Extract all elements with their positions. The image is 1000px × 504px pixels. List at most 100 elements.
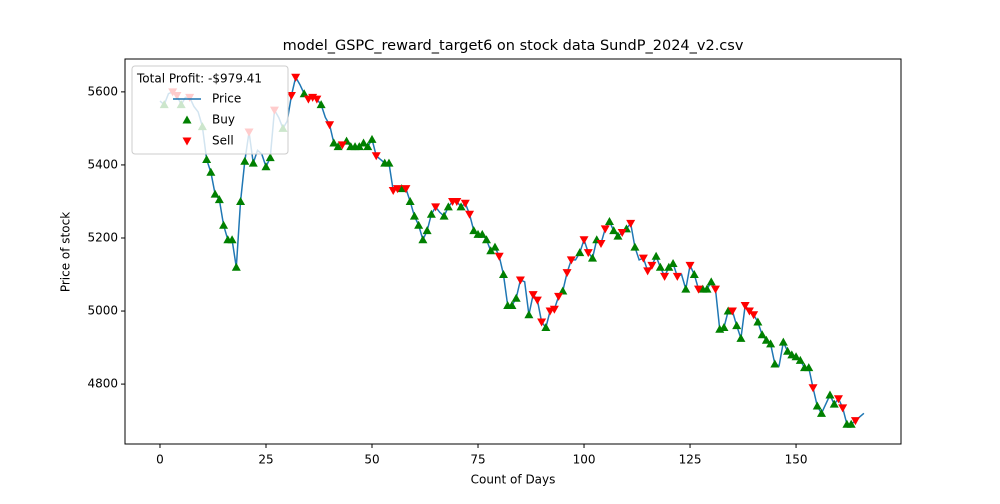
buy-marker (316, 100, 326, 109)
buy-marker (702, 284, 712, 293)
buy-marker (655, 262, 665, 271)
sell-marker (740, 302, 750, 311)
sell-marker (583, 249, 593, 258)
buy-marker (604, 217, 614, 226)
sell-marker (638, 254, 648, 263)
sell-marker (838, 404, 848, 413)
buy-marker (575, 248, 585, 257)
sell-marker (749, 311, 759, 320)
sell-marker (431, 203, 441, 212)
buy-marker (761, 335, 771, 344)
buy-marker (210, 189, 220, 198)
buy-marker (333, 142, 343, 151)
buy-marker (507, 301, 517, 310)
x-tick-label: 150 (785, 453, 808, 467)
x-tick-label: 125 (679, 453, 702, 467)
buy-marker (418, 235, 428, 244)
buy-marker (541, 322, 551, 331)
buy-marker (706, 277, 716, 286)
y-tick-label: 5400 (87, 157, 118, 171)
buy-marker (384, 158, 394, 167)
sell-marker (685, 261, 695, 270)
buy-marker (261, 162, 271, 171)
sell-marker (617, 229, 627, 238)
buy-marker (329, 138, 339, 147)
sell-marker (325, 121, 335, 130)
buy-marker (829, 399, 839, 408)
sell-marker (286, 92, 296, 101)
sell-marker (694, 285, 704, 294)
buy-marker (227, 235, 237, 244)
sell-marker (710, 285, 720, 294)
buy-marker (363, 142, 373, 151)
sell-marker (808, 384, 818, 393)
buy-marker (588, 253, 598, 262)
buy-marker (757, 330, 767, 339)
legend-title: Total Profit: -$979.41 (136, 72, 262, 86)
buy-marker (443, 202, 453, 211)
sell-marker (643, 267, 653, 276)
buy-marker (202, 154, 212, 163)
y-tick-label: 5200 (87, 230, 118, 244)
buy-marker (248, 158, 258, 167)
buy-marker (689, 270, 699, 279)
sell-marker (460, 199, 470, 208)
buy-marker (240, 156, 250, 165)
chart-title: model_GSPC_reward_target6 on stock data … (283, 38, 744, 54)
buy-marker (469, 226, 479, 235)
y-tick-label: 5600 (87, 84, 118, 98)
buy-marker (231, 262, 241, 271)
buy-marker (651, 251, 661, 260)
sell-marker (494, 252, 504, 261)
buy-marker (668, 259, 678, 268)
sell-marker (549, 305, 559, 314)
x-tick-label: 100 (573, 453, 596, 467)
y-tick-label: 5000 (87, 304, 118, 318)
sell-marker (596, 239, 606, 248)
buy-marker (804, 363, 814, 372)
sell-marker (850, 417, 860, 426)
buy-marker (426, 209, 436, 218)
legend-marker (182, 115, 192, 124)
sell-marker (833, 395, 843, 404)
sell-marker (672, 272, 682, 281)
buy-marker (719, 322, 729, 331)
sell-marker (515, 276, 525, 285)
x-tick-label: 50 (364, 453, 379, 467)
sell-marker (312, 95, 322, 104)
sell-marker (626, 219, 636, 228)
sell-marker (647, 261, 657, 270)
buy-marker (770, 359, 780, 368)
buy-marker (613, 231, 623, 240)
buy-marker (498, 270, 508, 279)
buy-marker (265, 153, 275, 162)
buy-marker (299, 89, 309, 98)
sell-marker (660, 272, 670, 281)
buy-marker (422, 226, 432, 235)
y-axis-label: Price of stock (59, 212, 73, 292)
x-axis-label: Count of Days (471, 473, 556, 487)
buy-marker (359, 138, 369, 147)
buy-marker (766, 339, 776, 348)
y-tick-label: 4800 (87, 377, 118, 391)
buy-marker (783, 346, 793, 355)
buy-marker (846, 419, 856, 428)
buy-marker (825, 390, 835, 399)
buy-marker (753, 317, 763, 326)
sell-marker (566, 256, 576, 265)
buy-marker (219, 220, 229, 229)
sell-marker (371, 152, 381, 161)
x-tick-label: 75 (470, 453, 485, 467)
buy-marker (812, 401, 822, 410)
buy-marker (439, 211, 449, 220)
buy-marker (490, 242, 500, 251)
buy-marker (214, 195, 224, 204)
buy-marker (723, 306, 733, 315)
buy-marker (456, 202, 466, 211)
buy-marker (511, 293, 521, 302)
sell-marker (600, 225, 610, 234)
buy-marker (397, 184, 407, 193)
buy-marker (409, 211, 419, 220)
buy-marker (405, 196, 415, 205)
